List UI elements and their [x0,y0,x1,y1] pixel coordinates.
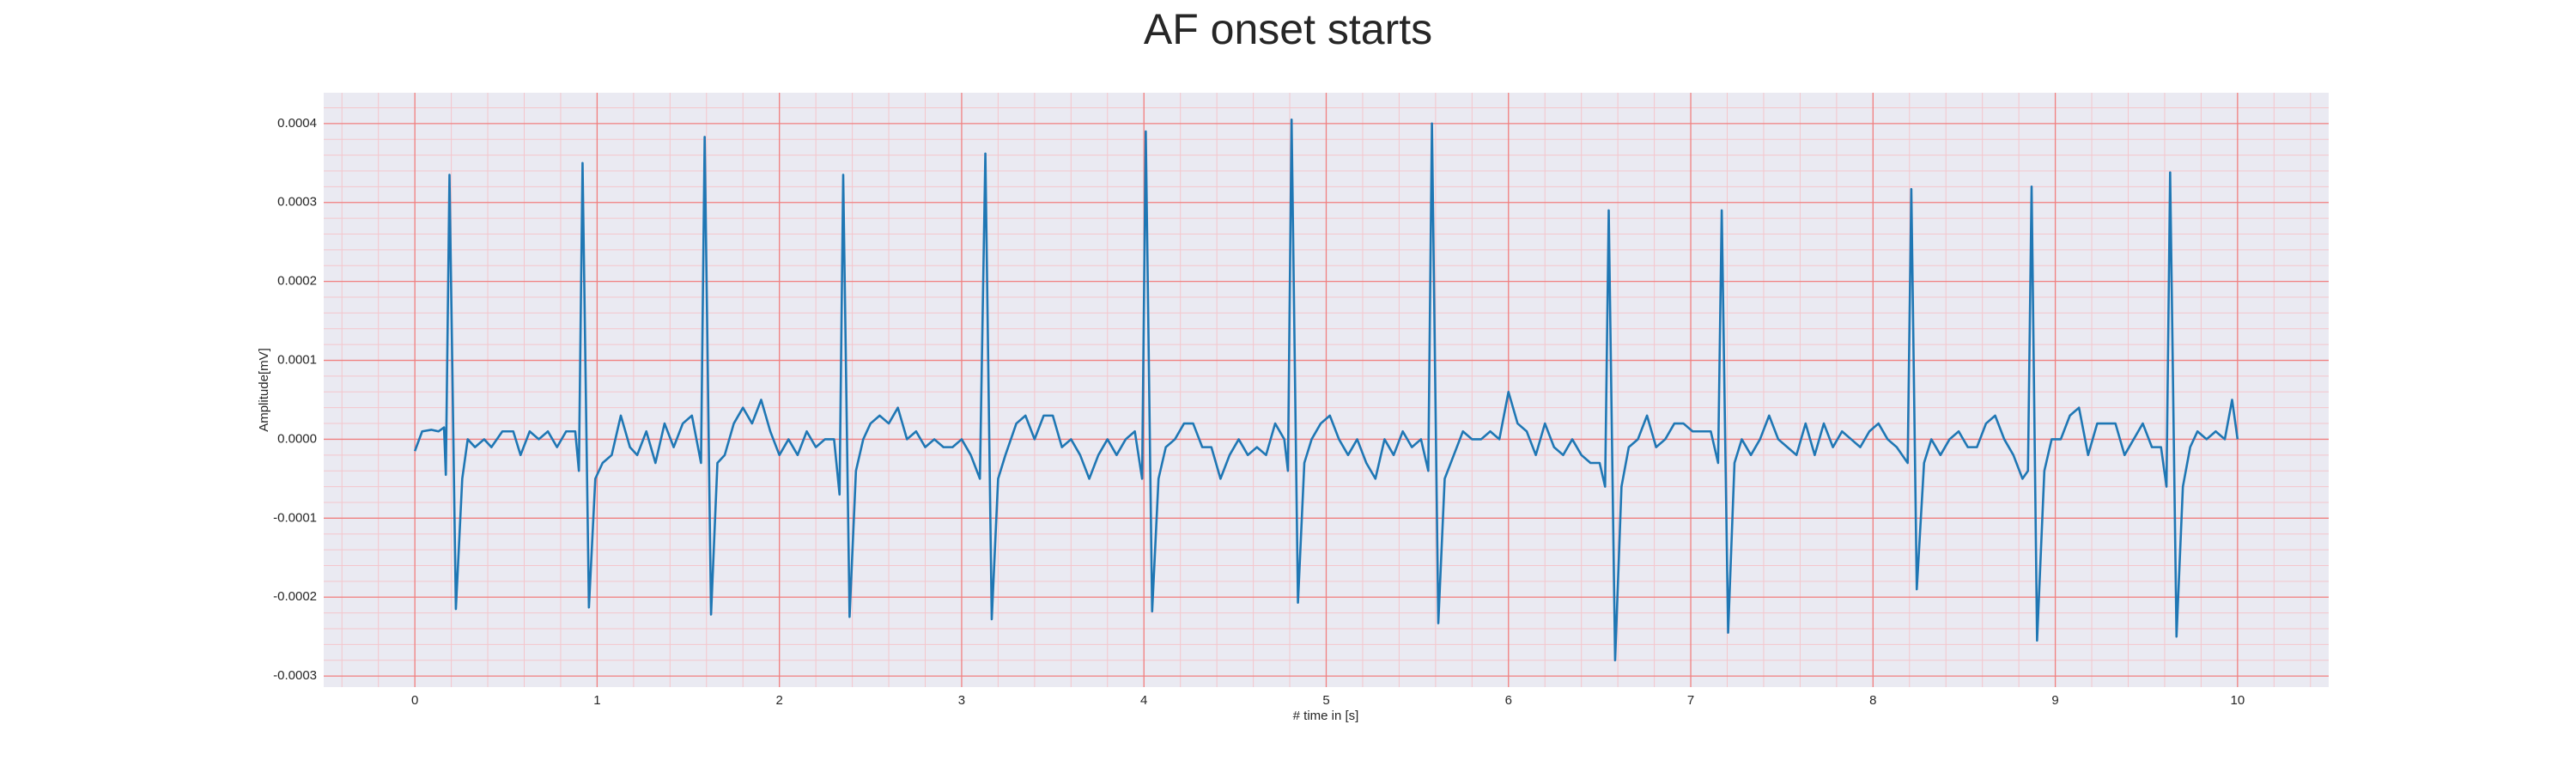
y-tick-label: 0.0004 [277,116,317,131]
y-tick-label: 0.0003 [277,195,317,210]
x-tick-label: 10 [2231,693,2245,708]
x-tick-label: 6 [1505,693,1512,708]
x-tick-label: 0 [411,693,418,708]
x-tick-label: 7 [1687,693,1694,708]
y-tick-label: 0.0000 [277,431,317,446]
x-tick-label: 4 [1140,693,1147,708]
x-axis-label: # time in [s] [1293,709,1359,723]
x-tick-label: 3 [958,693,965,708]
x-tick-label: 1 [593,693,600,708]
y-axis-label: Amplitude[mV] [257,348,271,432]
x-tick-label: 8 [1869,693,1876,708]
y-tick-label: 0.0001 [277,353,317,368]
chart-title: AF onset starts [1144,5,1432,53]
x-tick-label: 9 [2051,693,2058,708]
x-tick-label: 5 [1322,693,1329,708]
x-tick-label: 2 [776,693,783,708]
y-tick-label: 0.0002 [277,274,317,289]
ecg-line [413,118,2239,662]
y-tick-label: -0.0003 [273,668,317,683]
y-tick-label: -0.0002 [273,589,317,604]
y-tick-label: -0.0001 [273,510,317,525]
